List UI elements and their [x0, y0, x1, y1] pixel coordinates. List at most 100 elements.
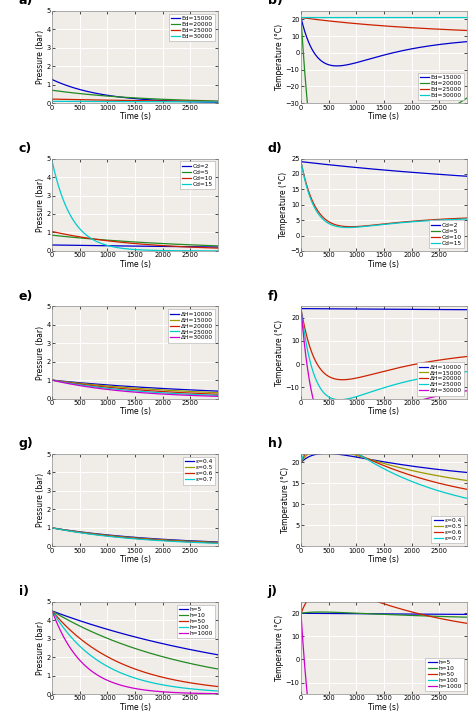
X-axis label: Time (s): Time (s) [119, 407, 151, 416]
ε=0.7 [319, 432, 325, 441]
ε=0.7 [180, 537, 186, 546]
h=100 [298, 609, 304, 617]
Ed=30000 [459, 13, 465, 22]
Y-axis label: Pressure (bar): Pressure (bar) [36, 621, 45, 675]
h=1000 [307, 711, 312, 719]
ΔH=20000 [49, 376, 55, 385]
h=50 [298, 609, 304, 617]
Cd=15 [298, 158, 304, 166]
Ed=30000 [464, 13, 470, 22]
ΔH=30000 [130, 388, 136, 396]
Line: ε=0.4: ε=0.4 [52, 528, 218, 542]
Ed=30000 [130, 98, 136, 106]
Text: g): g) [19, 437, 34, 450]
Ed=20000 [464, 94, 470, 103]
Ed=20000 [459, 97, 465, 106]
Cd=2 [379, 166, 384, 174]
Line: Ed=20000: Ed=20000 [301, 17, 467, 227]
Line: ε=0.7: ε=0.7 [301, 437, 467, 498]
Ed=25000 [379, 22, 384, 30]
ε=0.5 [459, 476, 465, 484]
Cd=5 [130, 238, 136, 247]
ε=0.4 [307, 452, 312, 461]
Legend: Cd=2, Cd=5, Cd=10, Cd=15: Cd=2, Cd=5, Cd=10, Cd=15 [180, 161, 215, 189]
h=100 [210, 686, 216, 695]
Legend: Ed=15000, Ed=20000, Ed=25000, Ed=30000: Ed=15000, Ed=20000, Ed=25000, Ed=30000 [169, 14, 215, 41]
h=5 [180, 643, 186, 652]
Ed=30000 [307, 13, 312, 22]
ΔH=25000 [215, 391, 221, 400]
Ed=15000 [307, 40, 312, 48]
Line: Cd=2: Cd=2 [301, 162, 467, 176]
h=5 [379, 609, 384, 618]
ε=0.6 [58, 525, 64, 534]
Line: Cd=15: Cd=15 [301, 162, 467, 228]
ε=0.6 [126, 534, 131, 542]
ε=0.7 [49, 523, 55, 532]
h=5 [429, 609, 435, 618]
Cd=5 [215, 241, 221, 250]
Ed=15000 [210, 98, 216, 106]
h=5 [307, 609, 312, 617]
ε=0.6 [130, 534, 136, 542]
h=5 [58, 609, 64, 618]
ΔH=30000 [374, 413, 380, 422]
ε=0.7 [459, 493, 465, 502]
h=50 [180, 677, 186, 686]
Ed=25000 [298, 13, 304, 22]
ΔH=30000 [126, 388, 131, 396]
Ed=15000 [126, 94, 131, 103]
Ed=25000 [49, 95, 55, 103]
Text: j): j) [268, 585, 278, 598]
ΔH=30000 [334, 430, 340, 439]
Cd=2 [210, 243, 216, 252]
h=100 [58, 620, 64, 628]
h=50 [210, 682, 216, 690]
Line: ΔH=25000: ΔH=25000 [301, 309, 467, 400]
ε=0.5 [130, 534, 136, 542]
ΔH=10000 [210, 387, 216, 395]
Line: ε=0.4: ε=0.4 [301, 453, 467, 472]
Cd=2 [374, 165, 380, 174]
h=100 [374, 398, 380, 406]
h=100 [429, 511, 435, 520]
Ed=15000 [459, 38, 465, 46]
Cd=10 [215, 244, 221, 252]
Cd=10 [210, 244, 216, 252]
Y-axis label: Pressure (bar): Pressure (bar) [36, 473, 45, 527]
ΔH=15000 [307, 277, 312, 286]
ΔH=30000 [58, 377, 64, 386]
Ed=30000 [459, 13, 465, 22]
h=5 [215, 651, 221, 659]
X-axis label: Time (s): Time (s) [119, 260, 151, 269]
Cd=15 [379, 221, 384, 229]
Line: Ed=25000: Ed=25000 [301, 17, 467, 30]
Cd=2 [307, 158, 312, 167]
ε=0.6 [464, 485, 470, 494]
Cd=15 [210, 247, 216, 255]
Line: Ed=25000: Ed=25000 [52, 99, 218, 101]
h=100 [49, 607, 55, 615]
X-axis label: Time (s): Time (s) [119, 703, 151, 712]
Text: c): c) [19, 142, 32, 155]
Cd=10 [210, 244, 216, 252]
ΔH=15000 [298, 304, 304, 313]
Legend: Cd=2, Cd=5, Cd=10, Cd=15: Cd=2, Cd=5, Cd=10, Cd=15 [428, 221, 464, 248]
Ed=15000 [334, 61, 340, 70]
h=1000 [180, 688, 186, 697]
h=10 [459, 613, 465, 622]
Ed=20000 [130, 93, 136, 102]
ΔH=20000 [215, 390, 221, 398]
Cd=5 [210, 241, 216, 250]
ΔH=10000 [379, 305, 384, 314]
ε=0.4 [298, 458, 304, 467]
h=50 [326, 583, 331, 592]
h=1000 [429, 713, 435, 722]
ε=0.5 [215, 538, 221, 547]
ε=0.6 [49, 523, 55, 532]
ε=0.7 [379, 463, 384, 472]
Cd=15 [345, 223, 351, 232]
Ed=20000 [459, 97, 465, 106]
h=100 [379, 408, 384, 417]
Cd=15 [374, 221, 380, 229]
